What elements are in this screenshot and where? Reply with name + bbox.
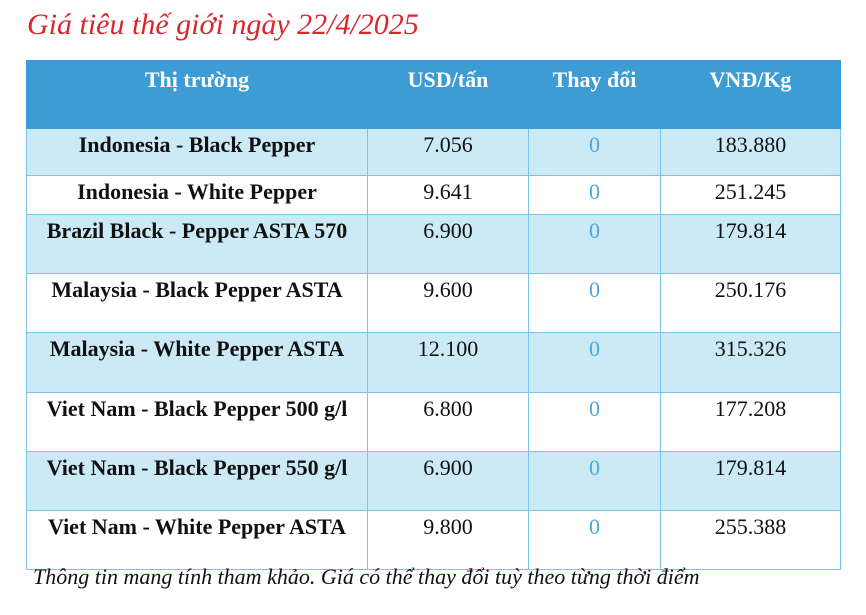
usd-cell: 7.056: [367, 128, 529, 176]
usd-cell: 9.800: [367, 510, 529, 570]
change-cell: 0: [528, 392, 661, 452]
vnd-cell: 183.880: [660, 128, 841, 176]
header-change: Thay đổi: [528, 60, 661, 129]
table-row: Viet Nam - Black Pepper 550 g/l 6.900 0 179…: [26, 451, 841, 511]
change-cell: 0: [528, 332, 661, 393]
change-cell: 0: [528, 510, 661, 570]
usd-cell: 6.800: [367, 392, 529, 452]
usd-cell: 6.900: [367, 214, 529, 274]
change-cell: 0: [528, 128, 661, 176]
market-cell: Brazil Black - Pepper ASTA 570: [26, 214, 368, 274]
table-header: Thị trường USD/tấn Thay đổi VNĐ/Kg: [26, 60, 841, 129]
table-row: Viet Nam - White Pepper ASTA 9.800 0 255.38…: [26, 510, 841, 570]
market-cell: Indonesia - White Pepper: [26, 175, 368, 215]
market-cell: Viet Nam - White Pepper ASTA: [26, 510, 368, 570]
change-cell: 0: [528, 214, 661, 274]
table-row: Viet Nam - Black Pepper 500 g/l 6.800 0 177…: [26, 392, 841, 452]
change-cell: 0: [528, 451, 661, 511]
table-row: Malaysia - Black Pepper ASTA 9.600 0 250.17…: [26, 273, 841, 333]
change-cell: 0: [528, 175, 661, 215]
change-cell: 0: [528, 273, 661, 333]
vnd-cell: 179.814: [660, 451, 841, 511]
footnote: Thông tin mang tính tham khảo. Giá có th…: [33, 564, 700, 589]
table-row: Indonesia - White Pepper 9.641 0 251.245: [26, 175, 841, 215]
header-usd: USD/tấn: [367, 60, 529, 129]
header-vnd: VNĐ/Kg: [660, 60, 841, 129]
vnd-cell: 179.814: [660, 214, 841, 274]
usd-cell: 9.600: [367, 273, 529, 333]
usd-cell: 6.900: [367, 451, 529, 511]
market-cell: Malaysia - White Pepper ASTA: [26, 332, 368, 393]
vnd-cell: 255.388: [660, 510, 841, 570]
vnd-cell: 177.208: [660, 392, 841, 452]
vnd-cell: 250.176: [660, 273, 841, 333]
header-market: Thị trường: [26, 60, 368, 129]
table-row: Malaysia - White Pepper ASTA 12.100 0 315.3…: [26, 332, 841, 393]
usd-cell: 9.641: [367, 175, 529, 215]
table-row: Indonesia - Black Pepper 7.056 0 183.880: [26, 128, 841, 176]
page-title: Giá tiêu thế giới ngày 22/4/2025: [27, 8, 419, 41]
usd-cell: 12.100: [367, 332, 529, 393]
vnd-cell: 315.326: [660, 332, 841, 393]
market-cell: Viet Nam - Black Pepper 550 g/l: [26, 451, 368, 511]
vnd-cell: 251.245: [660, 175, 841, 215]
market-cell: Malaysia - Black Pepper ASTA: [26, 273, 368, 333]
pepper-price-table: Thị trường USD/tấn Thay đổi VNĐ/Kg Indon…: [26, 60, 841, 570]
market-cell: Viet Nam - Black Pepper 500 g/l: [26, 392, 368, 452]
table-row: Brazil Black - Pepper ASTA 570 6.900 0 179.…: [26, 214, 841, 274]
market-cell: Indonesia - Black Pepper: [26, 128, 368, 176]
